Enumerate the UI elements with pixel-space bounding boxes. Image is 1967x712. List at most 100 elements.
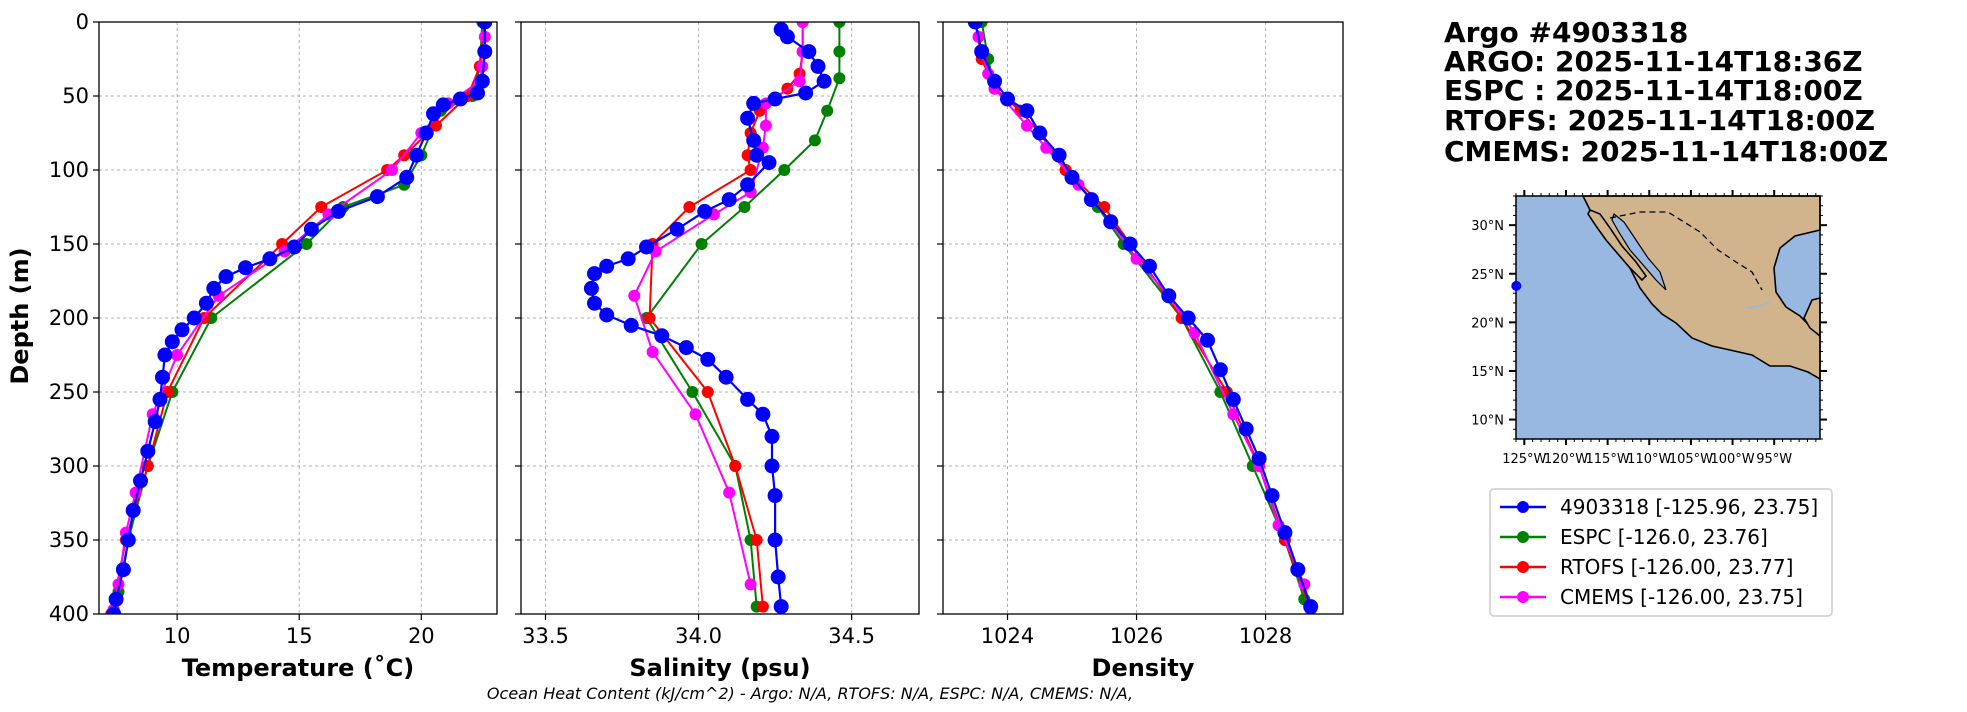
info-line-cmems-time: CMEMS: 2025-11-14T18:00Z xyxy=(1444,135,1888,168)
data-point-argo xyxy=(198,295,214,311)
x-tick-label: 1028 xyxy=(1239,624,1292,648)
x-tick-label: 15 xyxy=(286,624,313,648)
data-point-argo xyxy=(147,414,163,430)
data-point-argo xyxy=(1200,332,1215,348)
data-point-argo xyxy=(120,532,136,548)
data-point-argo xyxy=(583,280,599,296)
data-point-argo xyxy=(770,569,786,585)
x-tick-label: 34.5 xyxy=(828,624,875,648)
y-tick-label: 350 xyxy=(49,528,89,552)
data-point-cmems xyxy=(723,486,736,499)
data-point-cmems xyxy=(171,349,184,361)
series-espc-sal xyxy=(640,22,846,613)
data-point-argo xyxy=(639,239,654,255)
data-point-espc xyxy=(738,201,751,213)
data-point-espc xyxy=(808,134,821,147)
legend-box xyxy=(1489,488,1833,617)
data-point-argo xyxy=(426,106,441,122)
data-point-argo xyxy=(157,347,173,363)
series-line-espc xyxy=(645,22,841,607)
data-point-argo xyxy=(133,473,148,489)
data-point-argo xyxy=(816,73,832,89)
map-lat-label: 20°N xyxy=(1471,316,1504,331)
map-frame xyxy=(1515,195,1821,440)
map-lon-label: 100°W xyxy=(1710,452,1754,467)
y-tick-label: 300 xyxy=(49,454,89,478)
data-point-argo xyxy=(678,340,694,356)
data-point-argo xyxy=(262,251,278,267)
map-lat-label: 25°N xyxy=(1471,268,1504,283)
info-line-argo-id: Argo #4903318 xyxy=(1444,16,1688,49)
data-point-rtofs xyxy=(744,164,757,176)
legend-item-rtofs: RTOFS [-126.00, 23.77] xyxy=(1500,555,1793,579)
data-point-argo xyxy=(1103,214,1119,230)
series-cmems-temp xyxy=(107,22,491,614)
data-point-argo xyxy=(477,22,493,30)
data-point-cmems xyxy=(744,578,757,591)
info-line-rtofs-time: RTOFS: 2025-11-14T18:00Z xyxy=(1444,104,1875,137)
data-point-argo xyxy=(1000,91,1015,107)
map-lat-label: 15°N xyxy=(1471,365,1504,380)
data-point-espc xyxy=(833,45,846,58)
legend-label: ESPC [-126.0, 23.76] xyxy=(1560,525,1768,549)
data-point-cmems xyxy=(386,164,398,176)
data-point-argo xyxy=(718,369,734,385)
data-point-espc xyxy=(695,238,708,250)
axes-frame xyxy=(98,21,498,615)
data-point-rtofs xyxy=(315,201,328,213)
legend-marker xyxy=(1517,591,1529,603)
x-axis-label: Salinity (psu) xyxy=(629,654,810,682)
data-point-rtofs xyxy=(729,460,742,472)
map-lon-label: 120°W xyxy=(1544,452,1588,467)
data-point-argo xyxy=(238,260,253,276)
data-point-argo xyxy=(755,406,771,422)
data-point-cmems xyxy=(646,346,659,358)
x-axis-label: Density xyxy=(1092,654,1195,682)
data-point-argo xyxy=(1290,562,1306,578)
info-line-argo-time: ARGO: 2025-11-14T18:36Z xyxy=(1444,45,1863,78)
data-point-argo xyxy=(418,125,434,141)
data-point-argo xyxy=(1032,125,1048,141)
legend-marker xyxy=(1517,501,1529,513)
data-point-argo xyxy=(669,221,685,237)
series-rtofs-sal xyxy=(643,22,809,613)
axes-frame xyxy=(520,21,920,615)
data-point-cmems xyxy=(628,289,641,302)
data-point-cmems xyxy=(793,75,806,88)
data-point-argo xyxy=(764,428,780,444)
data-point-argo xyxy=(987,73,1003,89)
data-point-rtofs xyxy=(756,600,769,613)
data-point-rtofs xyxy=(643,312,656,324)
panel-dens: 1024 1026 1028 Density xyxy=(937,21,1344,682)
data-point-argo xyxy=(369,189,385,205)
series-line-rtofs xyxy=(648,22,804,607)
axes-frame xyxy=(942,21,1344,615)
data-point-espc xyxy=(821,104,834,117)
data-point-argo xyxy=(1019,103,1035,119)
map-gulf-of-california xyxy=(1611,212,1667,291)
legend-item-espc: ESPC [-126.0, 23.76] xyxy=(1500,525,1768,549)
data-point-argo xyxy=(1303,599,1319,614)
data-point-cmems xyxy=(689,408,702,421)
data-point-argo xyxy=(767,488,783,504)
data-point-argo xyxy=(399,169,415,185)
data-point-argo xyxy=(470,85,485,101)
location-map: 30°N 25°N 20°N 15°N 10°N 125°W120°W115°W110°W… xyxy=(1471,190,1827,467)
data-point-argo xyxy=(810,58,826,74)
y-tick-label: 50 xyxy=(62,84,89,108)
data-point-argo xyxy=(740,391,756,407)
data-point-argo xyxy=(1142,258,1157,274)
data-point-espc xyxy=(300,238,313,250)
map-lat-label: 30°N xyxy=(1471,219,1504,234)
data-point-argo xyxy=(1277,525,1293,541)
map-baja-peninsula xyxy=(1587,208,1648,282)
data-point-argo xyxy=(779,29,795,45)
series-argo-sal xyxy=(583,22,832,614)
panel-sal: 33.5 34.0 34.5 Salinity (psu) xyxy=(515,21,920,682)
data-point-argo xyxy=(303,221,319,237)
data-point-argo xyxy=(206,280,222,296)
map-lon-label: 125°W xyxy=(1502,452,1546,467)
data-point-espc xyxy=(833,22,846,28)
data-point-argo xyxy=(1064,169,1080,185)
